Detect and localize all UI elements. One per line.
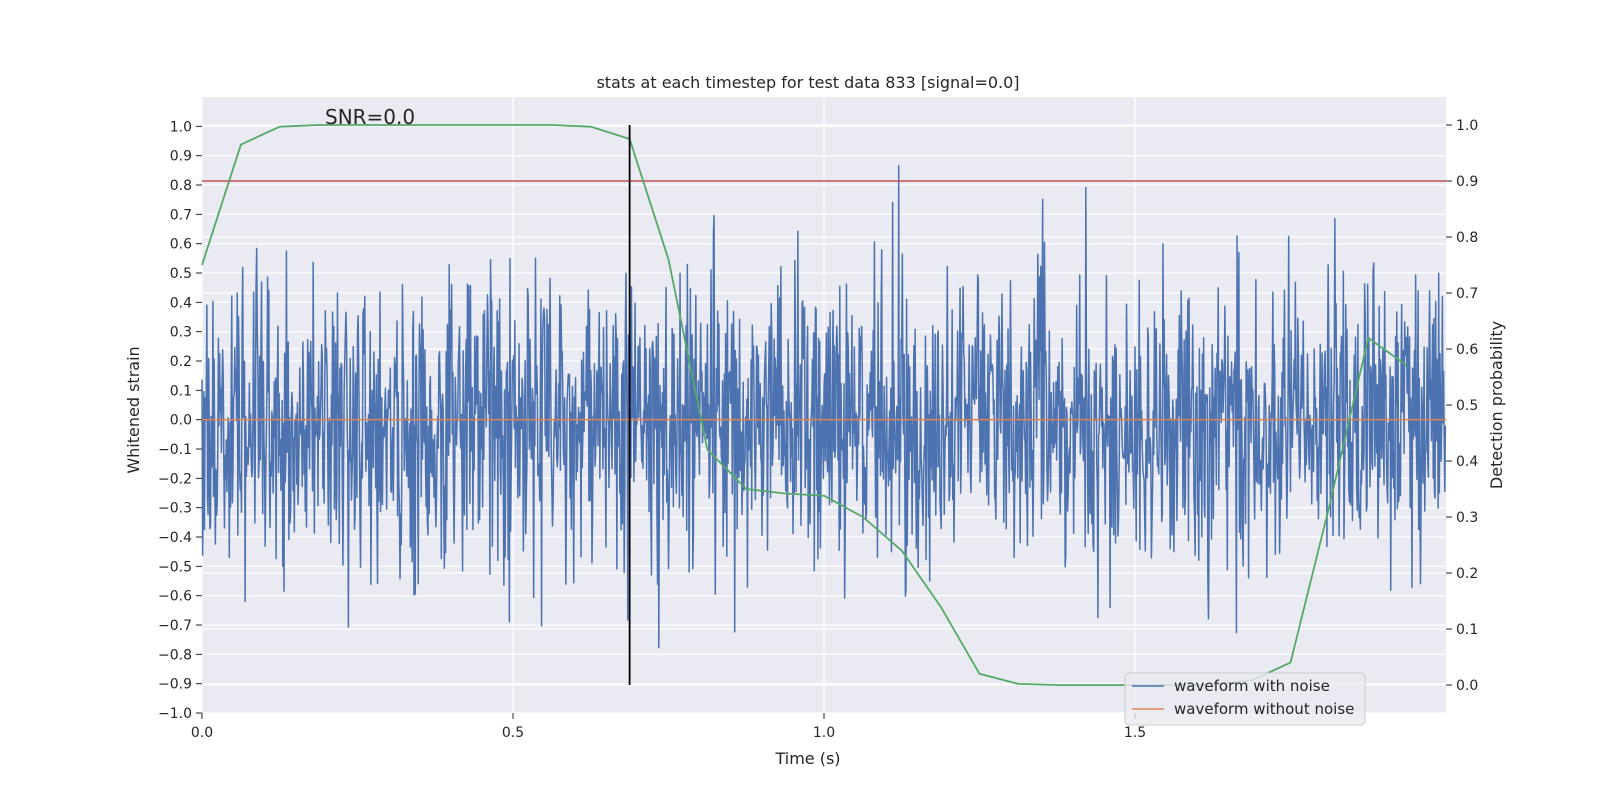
y2-tick-label: 0.1 [1456, 622, 1478, 638]
chart-title: stats at each timestep for test data 833… [596, 73, 1019, 92]
y-tick-label: 0.1 [170, 383, 192, 399]
y2-tick-label: 1.0 [1456, 118, 1478, 134]
y2-tick-label: 0.7 [1456, 286, 1478, 302]
y2-tick-label: 0.3 [1456, 510, 1478, 526]
y-tick-label: −0.8 [158, 647, 192, 663]
y-tick-label: −0.5 [158, 559, 192, 575]
y2-tick-label: 0.6 [1456, 342, 1478, 358]
legend-label-waveform-with-noise: waveform with noise [1174, 677, 1330, 695]
snr-annotation: SNR=0.0 [325, 105, 415, 129]
y2-tick-label: 0.0 [1456, 678, 1478, 694]
y-tick-label: 0.4 [170, 295, 192, 311]
legend-box [1124, 672, 1366, 726]
y-tick-label: −0.7 [158, 618, 192, 634]
y-tick-label: 0.7 [170, 207, 192, 223]
x-tick-label: 1.0 [813, 725, 835, 741]
y-tick-label: 1.0 [170, 119, 192, 135]
x-tick-label: 0.0 [191, 725, 213, 741]
y-tick-label: 0.0 [170, 413, 192, 429]
y-tick-label: 0.6 [170, 237, 192, 253]
y-tick-label: 0.5 [170, 266, 192, 282]
y2-tick-label: 0.2 [1456, 566, 1478, 582]
x-axis-label: Time (s) [774, 749, 840, 768]
legend-label-waveform-without-noise: waveform without noise [1174, 700, 1354, 718]
y-tick-label: −0.9 [158, 677, 192, 693]
y-axis-label: Whitened strain [124, 346, 143, 473]
x-tick-label: 1.5 [1124, 725, 1146, 741]
y-tick-label: −0.6 [158, 589, 192, 605]
y-tick-label: 0.9 [170, 149, 192, 165]
x-tick-label: 0.5 [502, 725, 524, 741]
y2-tick-label: 0.8 [1456, 230, 1478, 246]
legend: waveform with noise waveform without noi… [1124, 672, 1366, 726]
series-waveform-with-noise [201, 164, 1447, 649]
y-tick-label: 0.2 [170, 354, 192, 370]
y2-axis-ticks: 0.0 0.1 0.2 0.3 0.4 0.5 0.6 0.7 0.8 0.9 1.0 [1446, 118, 1478, 694]
y-tick-label: 0.8 [170, 178, 192, 194]
y2-axis-label: Detection probability [1487, 321, 1506, 489]
y-axis-ticks: −1.0 −0.9 −0.8 −0.7 −0.6 −0.5 −0.4 −0.3 −0.2 −0.1… [158, 119, 202, 722]
y2-tick-label: 0.5 [1456, 398, 1478, 414]
y-tick-label: −0.1 [158, 442, 192, 458]
y2-tick-label: 0.9 [1456, 174, 1478, 190]
y-tick-label: −0.2 [158, 471, 192, 487]
y-tick-label: −1.0 [158, 706, 192, 722]
y2-tick-label: 0.4 [1456, 454, 1478, 470]
y-tick-label: −0.4 [158, 530, 192, 546]
y-tick-label: 0.3 [170, 325, 192, 341]
y-tick-label: −0.3 [158, 501, 192, 517]
